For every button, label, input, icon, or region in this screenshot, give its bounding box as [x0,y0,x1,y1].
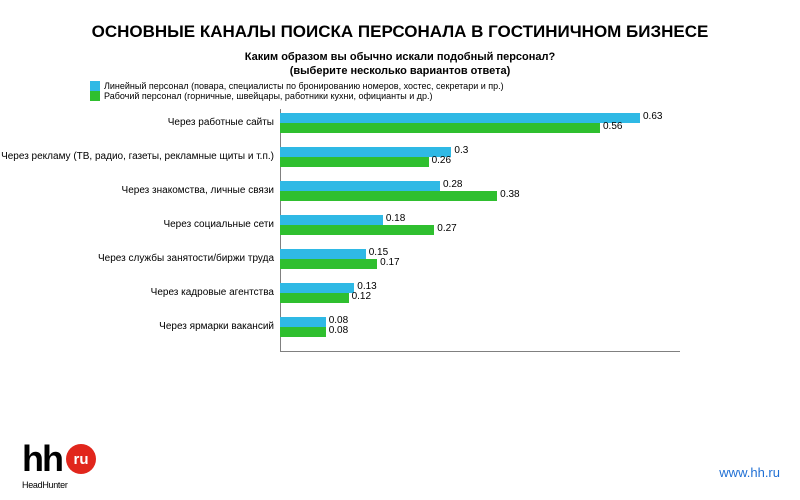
bar-value: 0.56 [600,121,622,132]
bar: 0.26 [280,157,429,167]
legend: Линейный персонал (повара, специалисты п… [90,81,710,101]
bar-value: 0.26 [429,155,451,166]
bar-value: 0.63 [640,111,662,122]
bar: 0.28 [280,181,440,191]
bar-group: Через рекламу (ТВ, радио, газеты, реклам… [280,143,680,167]
bar-group: Через ярмарки вакансий0.080.08 [280,313,680,337]
legend-swatch-2 [90,91,100,101]
category-label: Через знакомства, личные связи [122,185,280,196]
source-url[interactable]: www.hh.ru [719,465,780,480]
bar-value: 0.27 [434,223,456,234]
legend-swatch-1 [90,81,100,91]
bar: 0.12 [280,293,349,303]
x-axis-line [280,351,680,352]
category-label: Через службы занятости/биржи труда [98,253,280,264]
logo-circle-ru: ru [66,444,96,474]
legend-label-2: Рабочий персонал (горничные, швейцары, р… [104,91,433,101]
bar: 0.17 [280,259,377,269]
bar: 0.3 [280,147,451,157]
logo-text-hh: hh [22,438,62,480]
category-label: Через работные сайты [168,117,280,128]
bar-value: 0.12 [349,291,371,302]
legend-item-2: Рабочий персонал (горничные, швейцары, р… [90,91,710,101]
hh-logo: hh ru HeadHunter [22,438,96,480]
bar-value: 0.38 [497,189,519,200]
category-label: Через кадровые агентства [151,287,280,298]
category-label: Через ярмарки вакансий [159,321,280,332]
bar-group: Через кадровые агентства0.130.12 [280,279,680,303]
legend-item-1: Линейный персонал (повара, специалисты п… [90,81,710,91]
bar-value: 0.3 [451,145,468,156]
bar-value: 0.17 [377,257,399,268]
bar: 0.56 [280,123,600,133]
bar: 0.63 [280,113,640,123]
bar-group: Через социальные сети0.180.27 [280,211,680,235]
subtitle-line-1: Каким образом вы обычно искали подобный … [245,51,555,63]
chart-subtitle: Каким образом вы обычно искали подобный … [0,50,800,79]
category-label: Через рекламу (ТВ, радио, газеты, реклам… [1,151,280,162]
legend-label-1: Линейный персонал (повара, специалисты п… [104,81,504,91]
bar-value: 0.18 [383,213,405,224]
bar: 0.27 [280,225,434,235]
category-label: Через социальные сети [163,219,280,230]
bar-group: Через знакомства, личные связи0.280.38 [280,177,680,201]
subtitle-line-2: (выберите несколько вариантов ответа) [290,65,511,77]
bar-value: 0.28 [440,179,462,190]
bar-value: 0.08 [326,325,348,336]
bar: 0.18 [280,215,383,225]
logo-subtext: HeadHunter [22,480,68,490]
bar: 0.38 [280,191,497,201]
bar: 0.13 [280,283,354,293]
bar: 0.15 [280,249,366,259]
bar: 0.08 [280,317,326,327]
bar: 0.08 [280,327,326,337]
bar-group: Через службы занятости/биржи труда0.150.… [280,245,680,269]
bar-chart: Через работные сайты0.630.56 Через реклам… [280,109,680,352]
bar-group: Через работные сайты0.630.56 [280,109,680,133]
main-title: ОСНОВНЫЕ КАНАЛЫ ПОИСКА ПЕРСОНАЛА В ГОСТИ… [0,0,800,50]
